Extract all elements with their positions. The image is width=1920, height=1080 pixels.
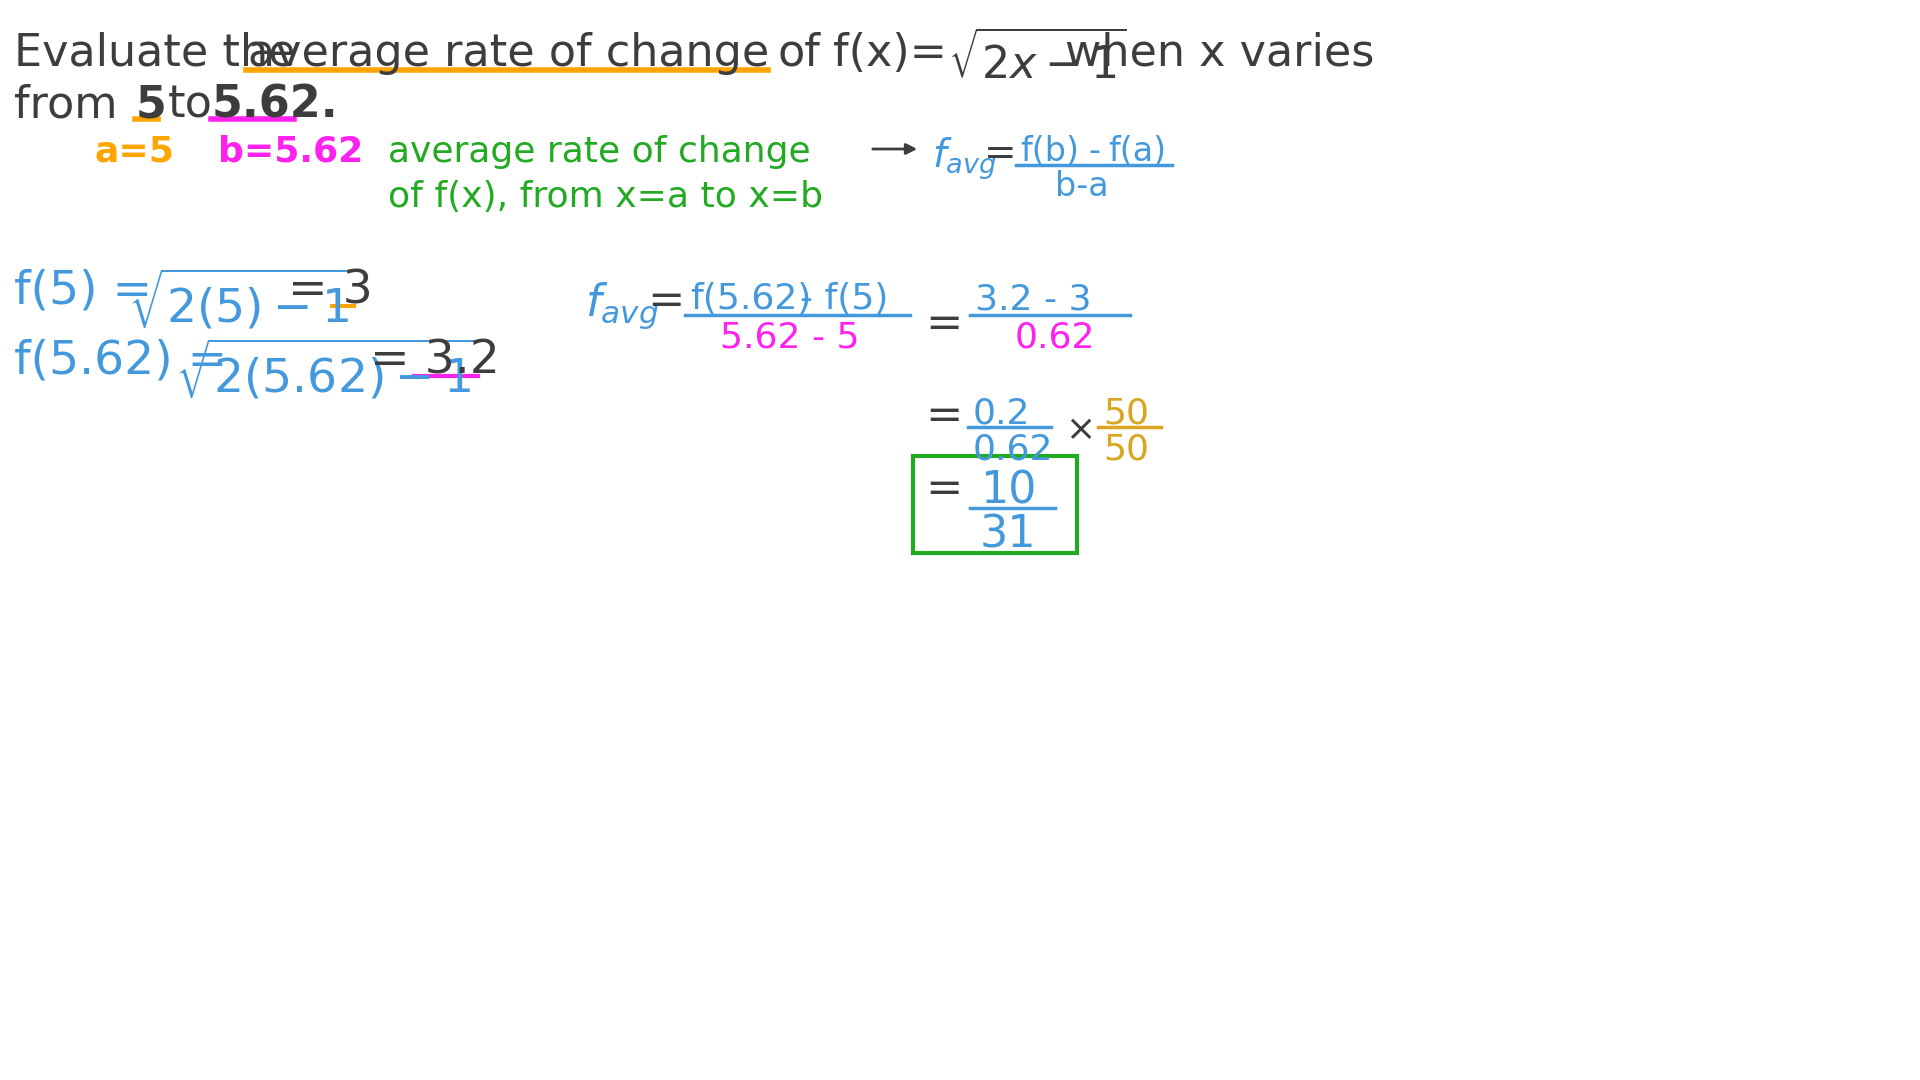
Text: 5.62.: 5.62. xyxy=(211,83,338,126)
Text: 0.62: 0.62 xyxy=(1016,320,1096,354)
Text: 3.2 - 3: 3.2 - 3 xyxy=(975,282,1091,316)
Text: -: - xyxy=(1089,135,1100,168)
Text: $\sqrt{2(5)-1}$: $\sqrt{2(5)-1}$ xyxy=(129,268,359,333)
Text: $\sqrt{2x-1}$: $\sqrt{2x-1}$ xyxy=(948,32,1127,87)
Text: $\sqrt{2(5.62)-1}$: $\sqrt{2(5.62)-1}$ xyxy=(175,338,482,403)
Text: 50: 50 xyxy=(1102,432,1148,465)
Text: f(b): f(b) xyxy=(1020,135,1079,168)
Text: =: = xyxy=(647,280,684,323)
Text: f(5.62) =: f(5.62) = xyxy=(13,338,227,383)
Text: average rate of change: average rate of change xyxy=(388,135,810,168)
Text: ×: × xyxy=(1066,413,1094,447)
Bar xyxy=(914,456,1077,553)
Text: 5: 5 xyxy=(136,83,167,126)
Text: 31: 31 xyxy=(979,513,1037,556)
Text: average rate of change: average rate of change xyxy=(248,32,770,75)
Text: f(a): f(a) xyxy=(1108,135,1165,168)
Text: 0.2: 0.2 xyxy=(973,397,1031,431)
Text: Evaluate the: Evaluate the xyxy=(13,32,296,75)
Text: =: = xyxy=(925,303,962,346)
Text: 50: 50 xyxy=(1102,397,1148,431)
Text: from: from xyxy=(13,83,117,126)
Text: 5.62 - 5: 5.62 - 5 xyxy=(720,320,860,354)
Text: - f(5): - f(5) xyxy=(801,282,889,316)
Text: $f_{avg}$: $f_{avg}$ xyxy=(586,280,659,330)
Text: =: = xyxy=(925,395,962,438)
Text: 10: 10 xyxy=(979,470,1037,513)
Text: b-a: b-a xyxy=(1054,170,1108,203)
Text: =: = xyxy=(925,468,962,511)
Text: = 3: = 3 xyxy=(288,268,372,313)
Text: b=5.62: b=5.62 xyxy=(219,135,363,168)
Text: f(5.62): f(5.62) xyxy=(689,282,812,316)
Text: of f(x), from x=a to x=b: of f(x), from x=a to x=b xyxy=(388,180,824,214)
Text: a=5: a=5 xyxy=(94,135,175,168)
Text: of: of xyxy=(778,32,822,75)
Text: f(x)=: f(x)= xyxy=(833,32,947,75)
Text: =: = xyxy=(983,135,1016,173)
Text: to: to xyxy=(169,83,213,126)
Text: f(5) =: f(5) = xyxy=(13,268,152,313)
Text: when x varies: when x varies xyxy=(1066,32,1375,75)
Text: $f_{avg}$: $f_{avg}$ xyxy=(931,135,996,181)
Text: 0.62: 0.62 xyxy=(973,432,1054,465)
Text: = 3.2: = 3.2 xyxy=(371,338,499,383)
